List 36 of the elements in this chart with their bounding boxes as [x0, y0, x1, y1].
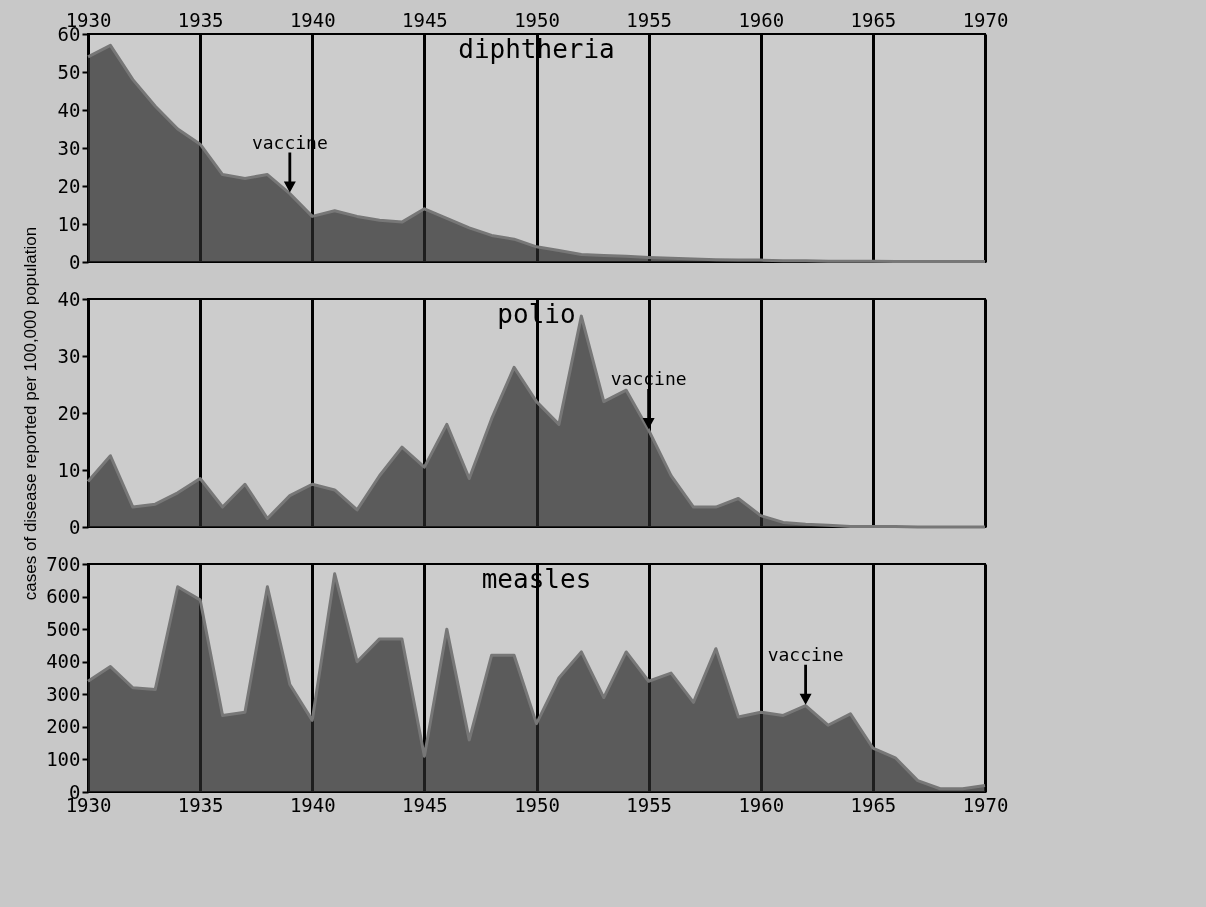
y-tick-label: 600 — [46, 585, 81, 608]
x-tick-label: 1935 — [177, 8, 224, 31]
x-tick-label: 1955 — [626, 793, 673, 816]
x-tick-label: 1950 — [514, 793, 560, 816]
x-tick-label: 1965 — [850, 793, 897, 816]
y-tick-label: 50 — [57, 60, 81, 83]
x-tick-label: 1935 — [177, 793, 224, 816]
x-tick-label: 1950 — [514, 8, 560, 31]
y-tick-label: 100 — [46, 747, 81, 770]
y-tick-label: 30 — [57, 344, 81, 367]
y-tick-label: 300 — [46, 682, 81, 705]
x-tick-label: 1960 — [738, 793, 785, 816]
y-tick-label: 30 — [57, 136, 81, 159]
x-tick-label: 1965 — [850, 8, 897, 31]
annotation: vaccine — [767, 643, 844, 665]
y-tick-label: 0 — [69, 515, 81, 538]
y-tick-label: 0 — [69, 250, 81, 273]
x-tick-label: 1945 — [401, 8, 448, 31]
x-tick-label: 1970 — [962, 8, 1009, 31]
y-tick-label: 10 — [57, 212, 81, 235]
y-tick-label: 20 — [57, 401, 81, 424]
y-tick-label: 500 — [46, 617, 81, 640]
y-tick-label: 20 — [57, 174, 81, 197]
x-tick-label: 1960 — [738, 8, 785, 31]
y-axis-title: cases of disease reported per 100,000 population — [20, 226, 40, 601]
y-tick-label: 400 — [46, 650, 81, 673]
x-tick-label: 1945 — [401, 793, 448, 816]
y-tick-label: 700 — [46, 552, 81, 575]
y-tick-label: 10 — [57, 458, 81, 481]
y-tick-label: 40 — [57, 98, 81, 121]
x-tick-label: 1940 — [289, 8, 336, 31]
x-tick-label: 1940 — [289, 793, 336, 816]
y-tick-label: 40 — [57, 287, 81, 310]
y-tick-label: 200 — [46, 715, 81, 738]
x-tick-label: 1970 — [962, 793, 1009, 816]
x-tick-label: 1955 — [626, 8, 673, 31]
